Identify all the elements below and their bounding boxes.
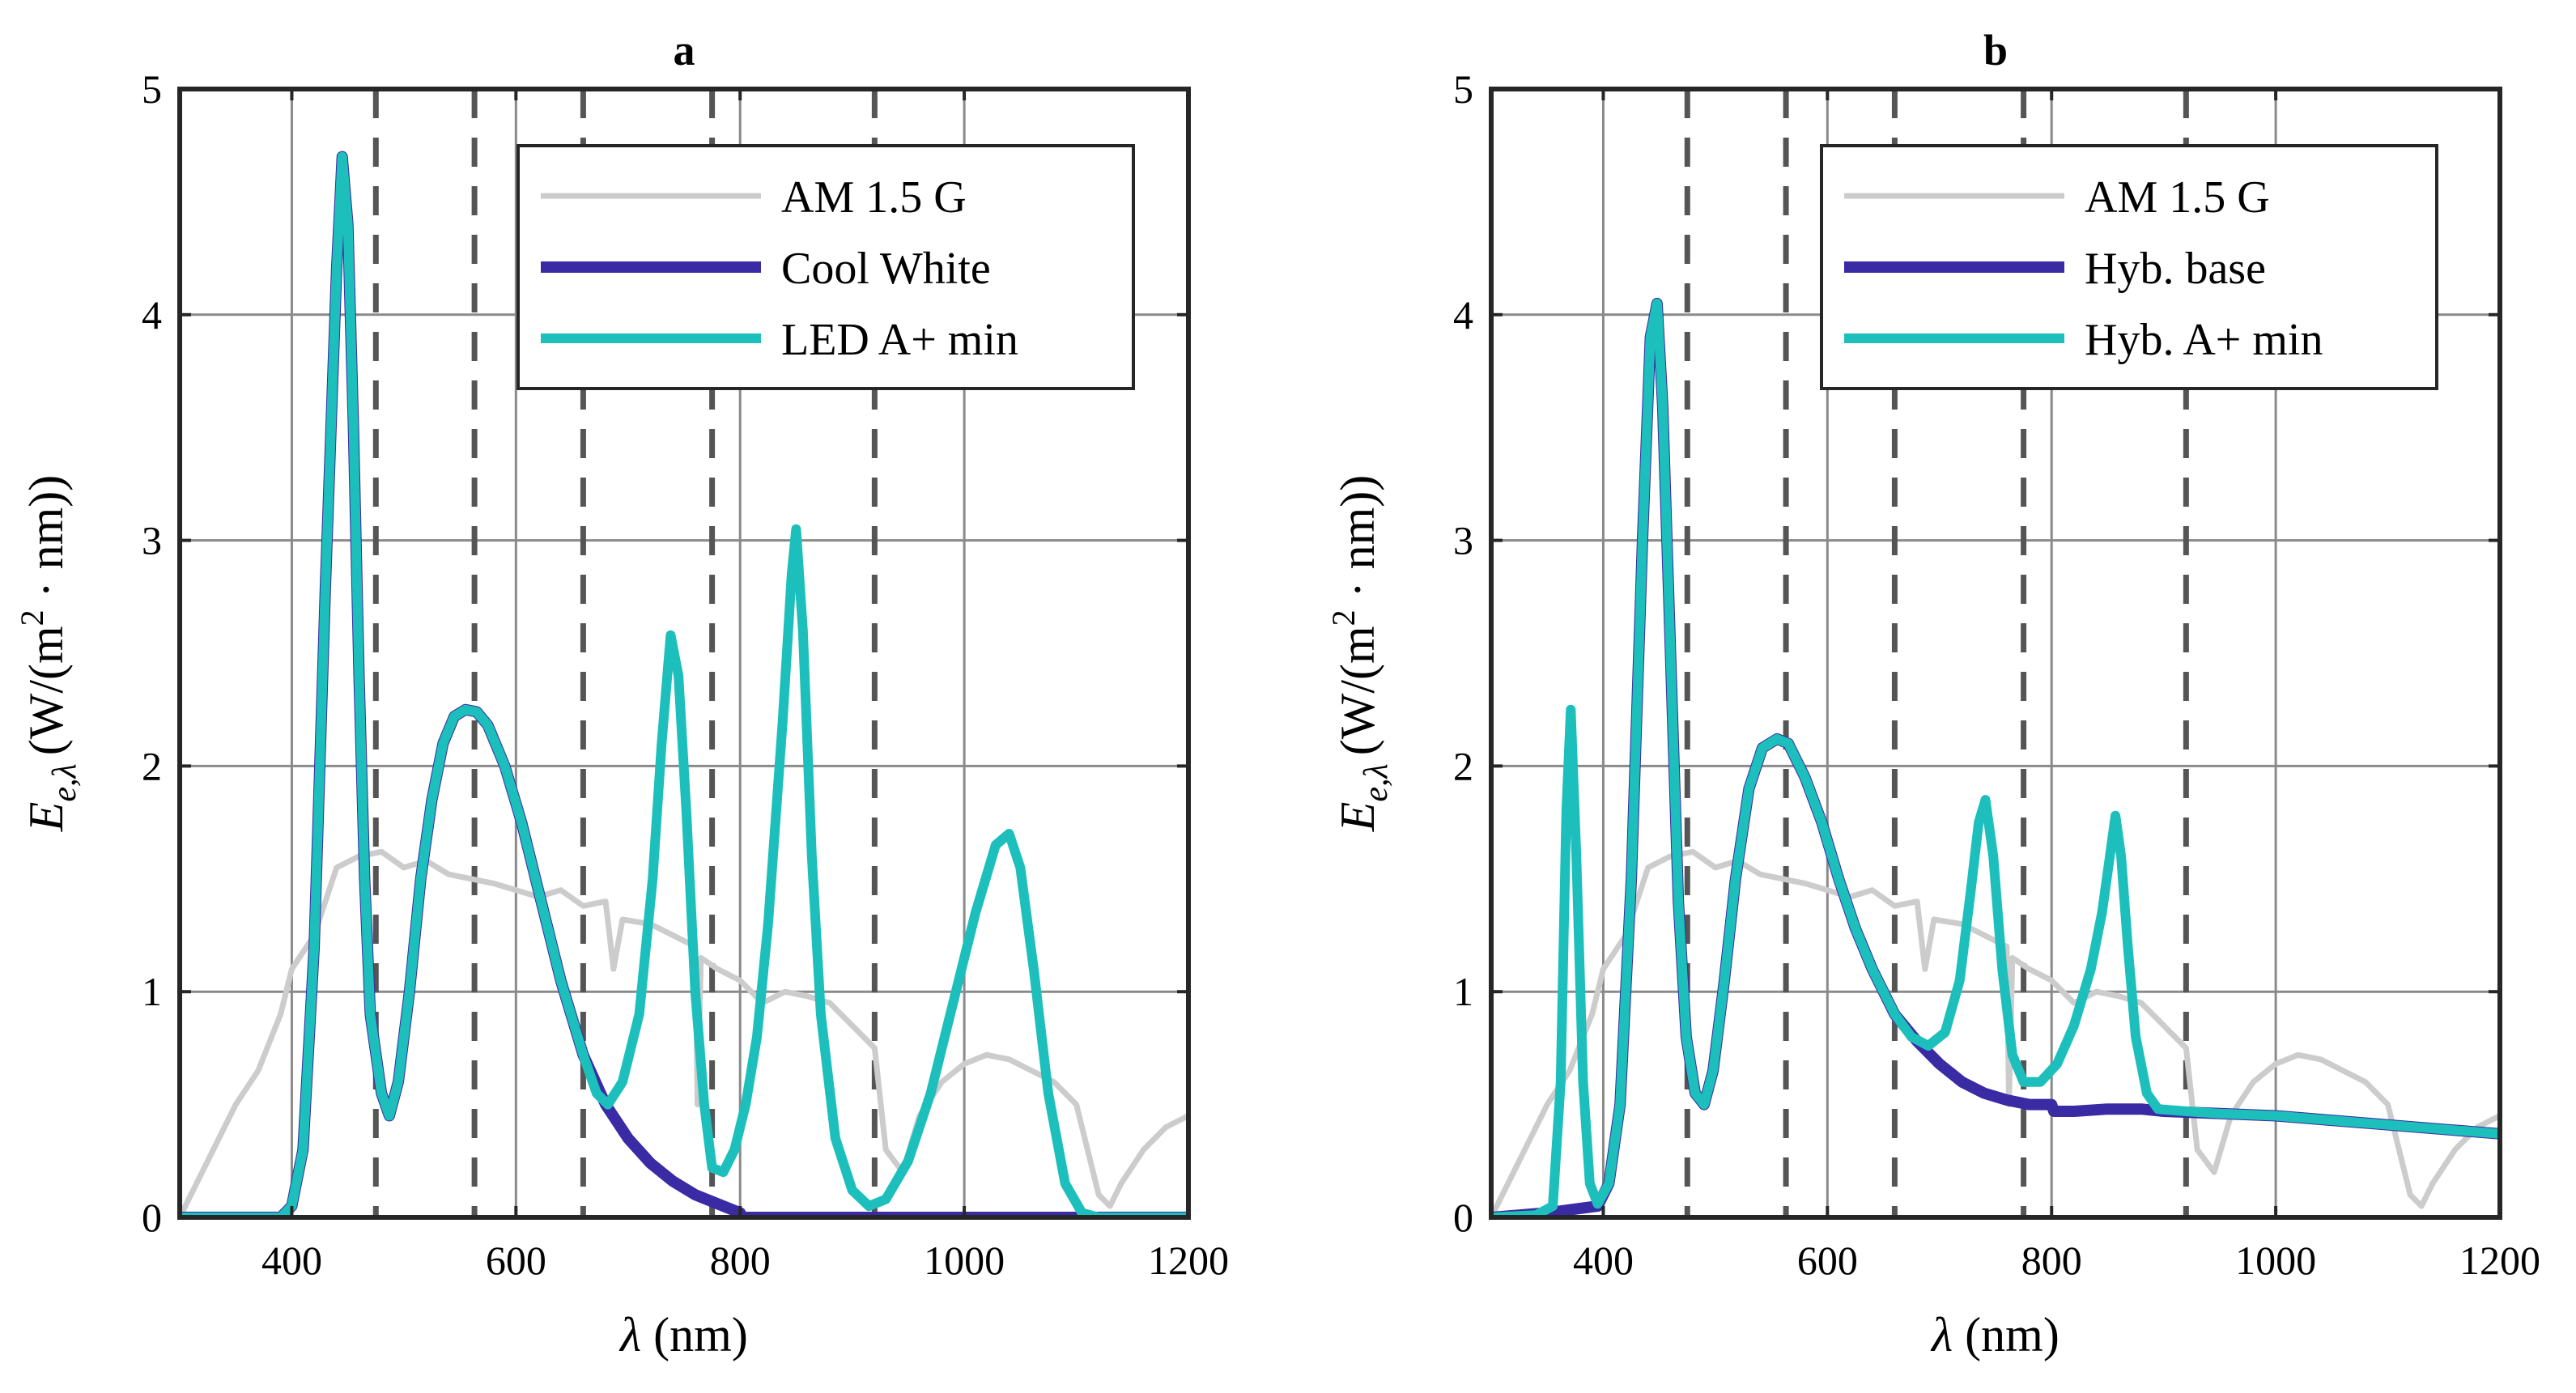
axes-box [177,87,1191,1220]
series-line-2 [180,151,1188,1217]
y-tick-label: 4 [142,292,162,338]
x-tick-label: 800 [710,1238,771,1283]
x-axis-symbol: λ [1930,1308,1953,1361]
legend-label-0: AM 1.5 G [781,172,967,223]
y-axis-subscript: e,λ [1358,763,1395,801]
y-tick-label: 3 [1453,518,1473,563]
legend-label-1: Hyb. base [2085,244,2266,294]
legend-label-2: Hyb. A+ min [2085,315,2323,365]
legend: AM 1.5 G Hyb. base Hyb. A+ min [1820,144,2438,390]
y-tick-label: 4 [1453,292,1473,338]
y-tick-label: 1 [142,969,162,1014]
y-axis-symbol: E [1331,802,1384,833]
x-tick-label: 1000 [924,1238,1005,1283]
y-tick-label: 5 [142,66,162,112]
y-axis-subscript: e,λ [46,763,83,801]
y-axis-tail: · nm)) [1331,475,1384,610]
x-tick-label: 1000 [2235,1238,2316,1283]
y-tick-label: 0 [1453,1195,1473,1240]
x-tick-label: 600 [1797,1238,1858,1283]
x-tick-label: 400 [1573,1238,1634,1283]
x-axis-unit: (nm) [1953,1308,2060,1361]
plot-area [180,151,1188,1217]
y-axis-label: Ee,λ (W/(m2 · nm)) [14,475,83,833]
y-tick-label: 2 [142,743,162,788]
x-tick-label: 600 [486,1238,546,1283]
legend-label-0: AM 1.5 G [2085,172,2270,223]
legend-label-2: LED A+ min [781,315,1018,365]
legend: AM 1.5 G Cool White LED A+ min [516,144,1135,390]
y-tick-label: 1 [1453,969,1473,1014]
y-axis-tail: · nm)) [19,475,73,610]
y-axis-unit: (W/(m [19,626,73,755]
x-axis-symbol: λ [618,1308,641,1361]
axes-box [1489,87,2502,1220]
panel-title: a [674,26,695,74]
plot-area [1491,297,2500,1217]
y-axis-label: Ee,λ (W/(m2 · nm)) [1325,475,1395,833]
y-axis-symbol: E [19,802,73,833]
series-line-2 [1491,298,2500,1217]
x-axis-unit: (nm) [641,1308,748,1361]
panel-title: b [1983,26,2008,74]
x-tick-label: 1200 [2459,1238,2540,1283]
y-axis-superscript: 2 [14,609,50,626]
y-tick-label: 2 [1453,743,1473,788]
y-tick-label: 0 [142,1195,162,1240]
x-axis-label: λ (nm) [618,1308,748,1361]
x-tick-label: 400 [261,1238,322,1283]
y-tick-label: 5 [1453,66,1473,112]
y-tick-label: 3 [142,518,162,563]
y-axis-unit: (W/(m [1331,626,1384,755]
y-axis-superscript: 2 [1325,609,1362,626]
x-tick-label: 800 [2021,1238,2082,1283]
x-tick-label: 1200 [1148,1238,1229,1283]
x-axis-label: λ (nm) [1930,1308,2060,1361]
legend-label-1: Cool White [781,244,991,294]
